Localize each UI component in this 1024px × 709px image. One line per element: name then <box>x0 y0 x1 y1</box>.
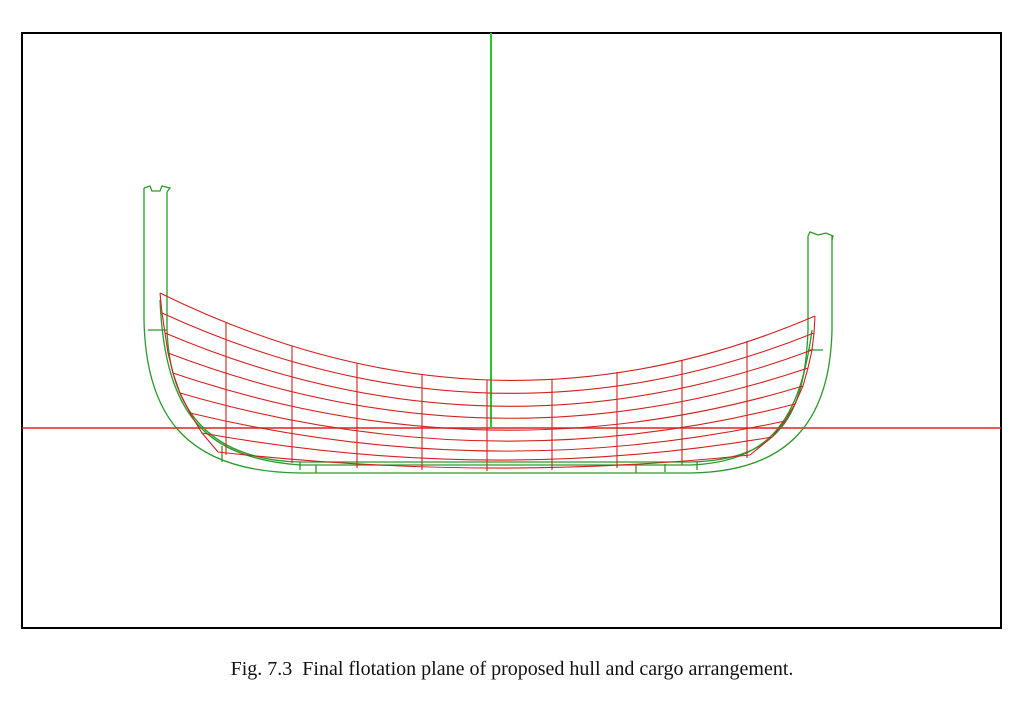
frame <box>21 32 1002 629</box>
cargo-mesh <box>159 292 816 471</box>
figure-caption: Fig. 7.3 Final flotation plane of propos… <box>230 658 794 680</box>
